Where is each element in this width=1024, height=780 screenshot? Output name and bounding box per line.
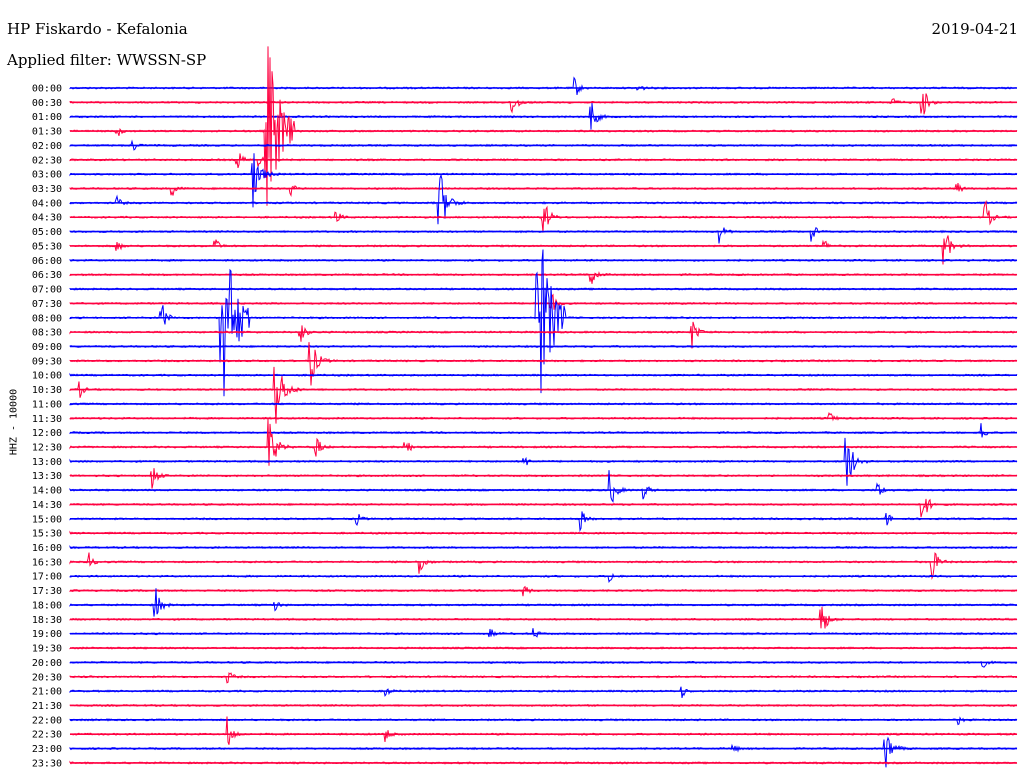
trace-line xyxy=(69,46,1018,206)
time-label: 15:30 xyxy=(32,529,62,540)
trace-line xyxy=(69,153,1018,169)
time-label: 00:00 xyxy=(32,84,62,95)
time-label: 23:30 xyxy=(32,758,62,769)
trace-line xyxy=(69,588,1018,617)
trace-line xyxy=(69,606,1018,629)
time-label: 14:00 xyxy=(32,486,62,497)
time-label: 12:30 xyxy=(32,443,62,454)
trace-line xyxy=(69,153,1018,208)
trace-line xyxy=(69,418,1018,466)
time-label: 10:30 xyxy=(32,385,62,396)
trace-line xyxy=(69,468,1018,489)
time-label: 20:30 xyxy=(32,672,62,683)
time-label: 07:00 xyxy=(32,285,62,296)
time-label: 00:30 xyxy=(32,98,62,109)
time-label: 08:30 xyxy=(32,328,62,339)
time-label: 20:00 xyxy=(32,658,62,669)
time-label: 17:30 xyxy=(32,586,62,597)
trace-line xyxy=(69,716,1018,726)
filter-label: Applied filter: WWSSN-SP xyxy=(7,51,207,69)
time-label: 05:00 xyxy=(32,227,62,238)
time-label: 09:00 xyxy=(32,342,62,353)
station-title: HP Fiskardo - Kefalonia xyxy=(7,20,188,38)
time-label: 22:30 xyxy=(32,730,62,741)
trace-line xyxy=(69,76,1018,95)
time-label: 10:00 xyxy=(32,371,62,382)
seismic-traces xyxy=(69,46,1018,768)
time-label: 14:30 xyxy=(32,500,62,511)
time-label: 02:30 xyxy=(32,155,62,166)
time-label: 11:30 xyxy=(32,414,62,425)
time-label: 01:30 xyxy=(32,127,62,138)
time-label: 03:00 xyxy=(32,170,62,181)
time-label: 04:00 xyxy=(32,198,62,209)
trace-line xyxy=(69,585,1018,597)
trace-line xyxy=(69,552,1018,580)
trace-line xyxy=(69,423,1018,438)
time-label: 02:00 xyxy=(32,141,62,152)
trace-line xyxy=(69,93,1018,115)
time-label: 06:30 xyxy=(32,270,62,281)
time-label: 13:00 xyxy=(32,457,62,468)
time-label: 05:30 xyxy=(32,241,62,252)
time-label: 17:00 xyxy=(32,572,62,583)
time-label: 23:00 xyxy=(32,744,62,755)
time-label: 16:00 xyxy=(32,543,62,554)
time-label: 21:30 xyxy=(32,701,62,712)
trace-line xyxy=(69,511,1018,533)
time-label: 16:30 xyxy=(32,557,62,568)
time-label: 11:00 xyxy=(32,399,62,410)
time-label: 19:00 xyxy=(32,629,62,640)
trace-line xyxy=(69,470,1018,503)
time-label: 13:30 xyxy=(32,471,62,482)
time-label: 12:00 xyxy=(32,428,62,439)
trace-line xyxy=(69,498,1018,518)
time-label: 01:00 xyxy=(32,112,62,123)
time-label: 07:30 xyxy=(32,299,62,310)
time-label: 15:00 xyxy=(32,514,62,525)
trace-line xyxy=(69,686,1017,699)
record-date: 2019-04-21 xyxy=(931,20,1018,38)
time-label: 03:30 xyxy=(32,184,62,195)
time-label: 18:30 xyxy=(32,615,62,626)
time-label: 19:30 xyxy=(32,644,62,655)
trace-line xyxy=(69,716,1018,745)
time-label: 21:00 xyxy=(32,687,62,698)
time-label: 22:00 xyxy=(32,715,62,726)
time-label: 09:30 xyxy=(32,356,62,367)
time-labels: 00:00 00:30 01:00 01:30 02:00 02:30 03:00 03:30… xyxy=(32,84,62,770)
time-label: 04:30 xyxy=(32,213,62,224)
trace-line xyxy=(69,628,1018,638)
trace-line xyxy=(69,672,1018,684)
time-label: 18:00 xyxy=(32,600,62,611)
time-label: 06:00 xyxy=(32,256,62,267)
time-label: 08:00 xyxy=(32,313,62,324)
